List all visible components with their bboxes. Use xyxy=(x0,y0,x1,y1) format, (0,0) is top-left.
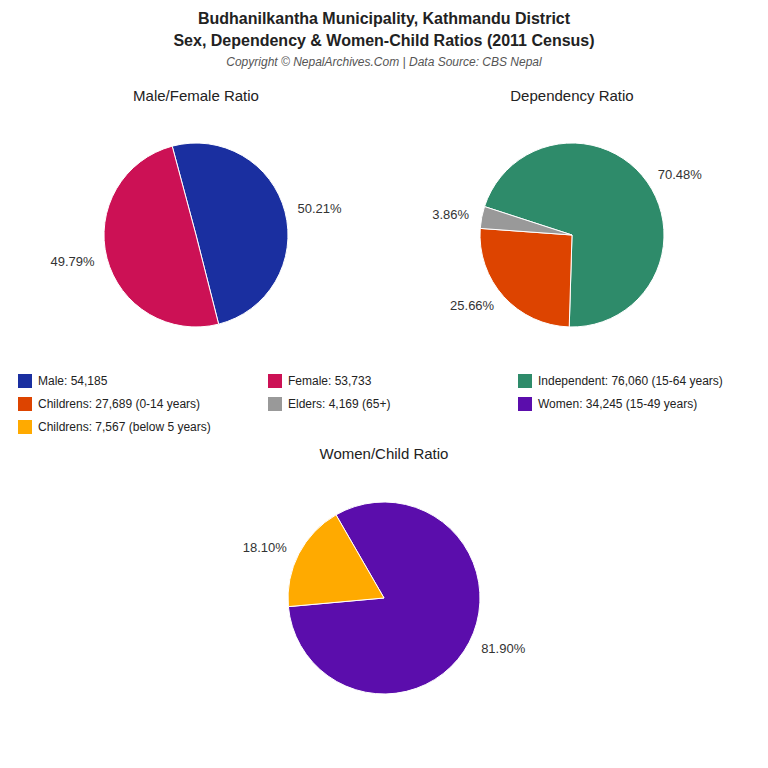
html-text:Childrens: 27,689 (0-14 years): Childrens: 27,689 (0-14 years) xyxy=(38,397,201,411)
html-text:Women/Child Ratio: Women/Child Ratio xyxy=(319,445,449,462)
svg-text:81.90%: 81.90% xyxy=(481,641,526,656)
html-text:Dependency Ratio: Dependency Ratio xyxy=(510,87,634,104)
html-text:Sex, Dependency & Women-Child: Sex, Dependency & Women-Child Ratios (20… xyxy=(173,32,595,49)
html-text:Male/Female Ratio: Male/Female Ratio xyxy=(133,87,259,104)
html-text:Male: 54,185: Male: 54,185 xyxy=(38,373,108,388)
html-text:Budhanilkantha Municipality, K: Budhanilkantha Municipality, Kathmandu D… xyxy=(197,10,571,27)
html-text:Childrens: 7,567 (below 5 year: Childrens: 7,567 (below 5 years) xyxy=(38,420,211,435)
svg-text:50.21%: 50.21% xyxy=(297,201,342,216)
html-text:Independent: 76,060 (15-64 yea: Independent: 76,060 (15-64 years) xyxy=(538,373,723,388)
svg-text:18.10%: 18.10% xyxy=(243,540,288,555)
html-text:Elders: 4,169 (65+): Elders: 4,169 (65+) xyxy=(288,397,391,411)
svg-text:3.86%: 3.86% xyxy=(432,207,469,222)
svg-text:49.79%: 49.79% xyxy=(50,254,95,269)
html-text:Copyright © NepalArchives.Com: Copyright © NepalArchives.Com | Data Sou… xyxy=(226,55,542,69)
html-text:Women: 34,245 (15-49 years): Women: 34,245 (15-49 years) xyxy=(538,397,698,411)
svg-text:25.66%: 25.66% xyxy=(450,298,495,313)
html-text:Female: 53,733: Female: 53,733 xyxy=(288,373,372,388)
svg-text:70.48%: 70.48% xyxy=(658,167,703,182)
